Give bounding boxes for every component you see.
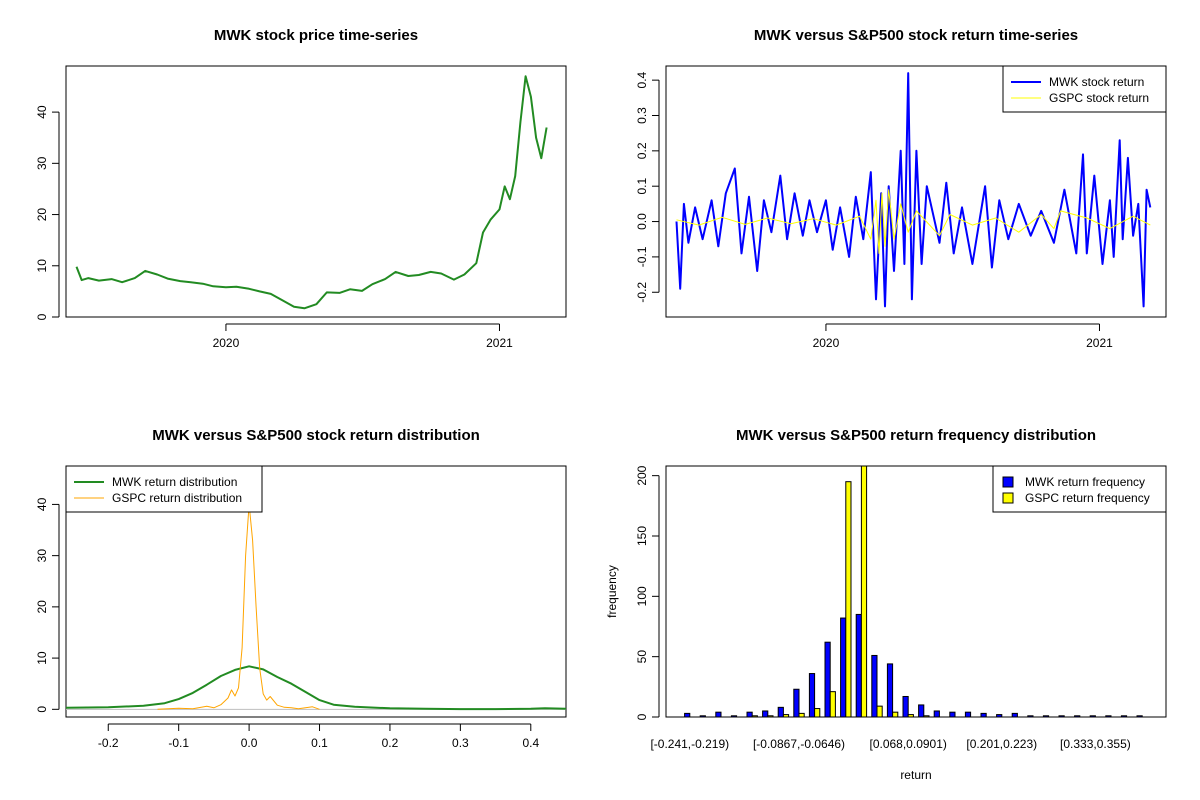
series-line-gspc-density <box>157 503 320 710</box>
legend-box <box>65 465 263 513</box>
x-tick-label: [-0.241,-0.219) <box>650 737 729 751</box>
y-axis-label: frequency <box>605 565 619 618</box>
y-tick-label: 100 <box>635 586 649 606</box>
y-tick-label: 20 <box>35 600 49 614</box>
x-tick-label: 0.1 <box>311 736 328 750</box>
y-tick-label: 0.0 <box>635 213 649 230</box>
legend-label: MWK stock return <box>1049 75 1144 89</box>
x-tick-label: 2020 <box>213 336 240 350</box>
chart-return-density: MWK versus S&P500 stock return distribut… <box>35 427 567 750</box>
bar <box>918 704 925 718</box>
legend-label: MWK return frequency <box>1025 475 1145 489</box>
x-tick-label: [0.333,0.355) <box>1060 737 1131 751</box>
x-axis-label: return <box>900 768 931 782</box>
y-tick-label: 0.3 <box>635 107 649 124</box>
bar <box>715 711 722 718</box>
bar <box>902 695 909 718</box>
y-tick-label: 10 <box>35 259 49 273</box>
plot-frame <box>665 465 1167 718</box>
bar <box>1011 712 1018 718</box>
plot-frame <box>65 465 567 718</box>
bar <box>933 710 940 718</box>
bar <box>684 712 691 718</box>
y-tick-label: 40 <box>35 497 49 511</box>
bar <box>886 663 894 718</box>
chart-title: MWK versus S&P500 return frequency distr… <box>736 427 1096 444</box>
y-tick-label: 20 <box>35 208 49 222</box>
chart-title: MWK versus S&P500 stock return distribut… <box>152 427 480 444</box>
legend-swatch <box>1002 492 1014 504</box>
y-tick-label: 50 <box>635 650 649 664</box>
legend-label: GSPC return distribution <box>112 491 242 505</box>
y-tick-label: -0.1 <box>635 246 649 267</box>
bar <box>855 613 862 718</box>
legend-box <box>992 465 1167 513</box>
bar <box>949 711 956 718</box>
chart-title: MWK stock price time-series <box>214 27 418 44</box>
bar <box>746 711 753 718</box>
y-tick-label: 0.1 <box>635 178 649 195</box>
y-tick-label: 0 <box>35 706 49 713</box>
chart-price-timeseries: MWK stock price time-series 0 10 20 30 40 2020… <box>35 27 567 350</box>
chart-title: MWK versus S&P500 stock return time-seri… <box>754 27 1078 44</box>
bar <box>814 708 821 718</box>
legend-swatch <box>1002 476 1014 488</box>
bar <box>964 711 972 718</box>
legend-label: GSPC return frequency <box>1025 491 1150 505</box>
y-tick-label: 10 <box>35 651 49 665</box>
x-tick-label: [0.201,0.223) <box>966 737 1037 751</box>
bar <box>762 710 769 718</box>
bar <box>892 711 899 718</box>
x-tick-label: 2020 <box>813 336 840 350</box>
bar <box>808 673 816 718</box>
series-line-price <box>75 75 548 310</box>
y-tick-label: 0 <box>35 313 49 320</box>
plot-frame <box>65 65 567 318</box>
x-tick-label: [0.068,0.0901) <box>869 737 946 751</box>
x-tick-label: 0.2 <box>382 736 399 750</box>
plot-frame <box>665 65 1167 318</box>
x-tick-label: 0.4 <box>522 736 539 750</box>
y-tick-label: 200 <box>635 465 649 485</box>
y-tick-label: 150 <box>635 526 649 546</box>
y-tick-label: 0 <box>635 713 649 720</box>
x-tick-label: 0.0 <box>241 736 258 750</box>
bar <box>980 712 987 718</box>
series-line-gspc-return <box>676 189 1151 254</box>
y-tick-label: 0.2 <box>635 142 649 159</box>
bar <box>871 654 878 718</box>
bar <box>824 641 831 718</box>
series-line-mwk-return <box>675 72 1152 308</box>
bar <box>845 481 852 718</box>
bar <box>777 706 784 718</box>
y-tick-label: 30 <box>35 549 49 563</box>
bar <box>876 705 883 718</box>
bar <box>860 465 868 718</box>
x-tick-label: 2021 <box>1086 336 1113 350</box>
y-tick-label: 30 <box>35 156 49 170</box>
x-tick-label: [-0.0867,-0.0646) <box>753 737 845 751</box>
legend-box <box>1002 65 1167 113</box>
legend-label: MWK return distribution <box>112 475 237 489</box>
chart-return-frequency: MWK versus S&P500 return frequency distr… <box>605 427 1167 782</box>
bar <box>840 617 847 718</box>
bar <box>798 712 805 718</box>
bar <box>829 691 836 718</box>
legend-label: GSPC stock return <box>1049 91 1149 105</box>
x-tick-label: 2021 <box>486 336 513 350</box>
x-tick-label: -0.1 <box>168 736 189 750</box>
series-line-mwk-density <box>65 665 567 711</box>
bar <box>793 688 800 718</box>
y-tick-label: -0.2 <box>635 282 649 303</box>
x-tick-label: -0.2 <box>98 736 119 750</box>
chart-return-timeseries: MWK versus S&P500 stock return time-seri… <box>635 27 1167 350</box>
y-tick-label: 0.4 <box>635 71 649 88</box>
x-tick-label: 0.3 <box>452 736 469 750</box>
y-tick-label: 40 <box>35 105 49 119</box>
